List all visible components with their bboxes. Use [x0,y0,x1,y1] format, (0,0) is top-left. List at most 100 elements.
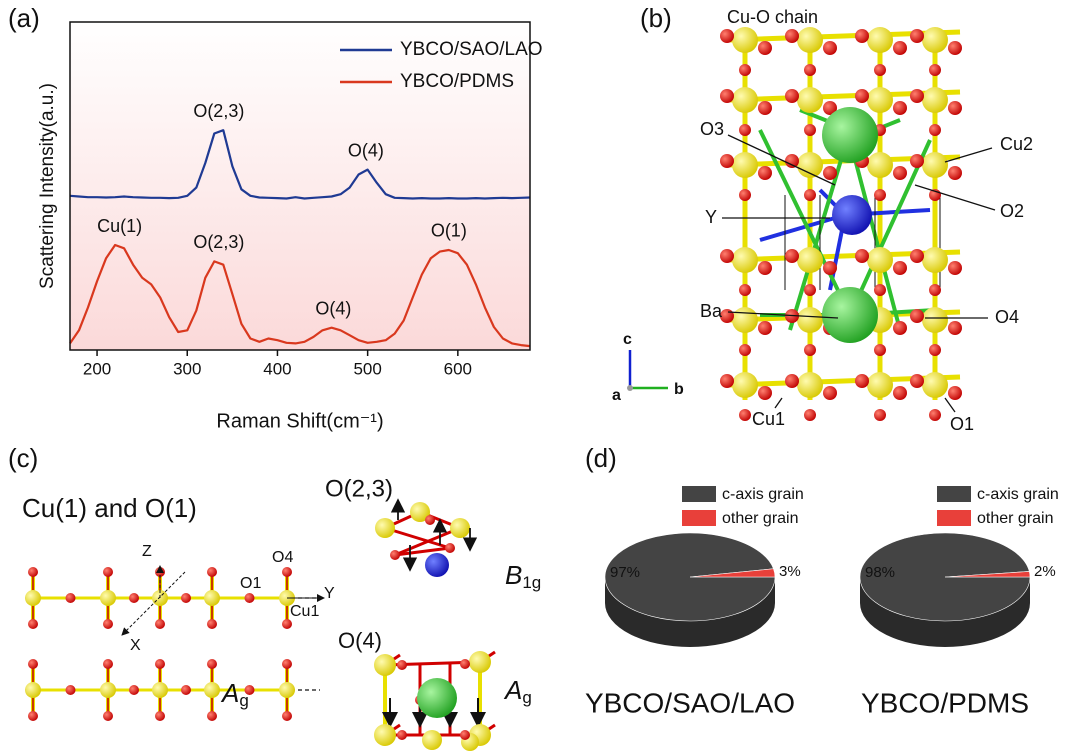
axis-label: c [623,331,632,348]
atom [103,659,113,669]
atom [732,372,758,398]
atom [893,101,907,115]
atom [244,593,255,603]
slice-label: 2% [1034,563,1056,580]
atom-label: Cu1 [752,409,785,429]
atom [425,553,449,577]
atom [874,64,886,76]
atom [867,87,893,113]
legend-swatch [682,486,716,502]
atom [823,101,837,115]
atom [948,261,962,275]
axis-label: b [674,381,684,398]
atom [823,386,837,400]
coord-label: Y [324,585,335,602]
atom [720,309,734,323]
atom [867,27,893,53]
atom [732,152,758,178]
atom [797,27,823,53]
atom [720,249,734,263]
label-leader [727,311,839,319]
label-leader [774,397,783,409]
atom [720,374,734,388]
atom [804,124,816,136]
atom [204,590,220,606]
atom [28,711,38,721]
atom [732,247,758,273]
atom [758,386,772,400]
atom [785,249,799,263]
atom [758,166,772,180]
atom [374,724,396,746]
atom [874,344,886,356]
atom [867,152,893,178]
atom [948,166,962,180]
atom [922,27,948,53]
atom [910,29,924,43]
pie-title: YBCO/PDMS [861,687,1029,718]
x-tick-label: 600 [444,359,472,378]
x-tick-label: 400 [263,359,291,378]
atom [155,711,165,721]
atom [948,101,962,115]
atom [397,660,407,670]
label-leader [914,184,996,211]
panel-label: (c) [8,443,38,473]
atom [103,711,113,721]
atom [739,409,751,421]
peak-annotation: O(2,3) [193,101,244,121]
atom [25,682,41,698]
legend-label: YBCO/PDMS [400,71,514,92]
atom-label: O4 [272,549,293,566]
crystal-structure: Cu-O chain O3 Cu2 Y O2 Ba O4 Cu1 O1 c a b [612,7,1033,434]
pie-side [860,577,1030,647]
x-tick-label: 500 [353,359,381,378]
legend-swatch [682,510,716,526]
atom [204,682,220,698]
atom [797,247,823,273]
atom [797,372,823,398]
atom [282,567,292,577]
atom [874,284,886,296]
atom [450,518,470,538]
atom [65,593,76,603]
label-leader [944,147,993,163]
atom-label: O1 [950,414,974,434]
pie-side [605,577,775,647]
atom [282,619,292,629]
atom [425,515,435,525]
legend-label: other grain [722,510,799,527]
atom-label: O3 [700,119,724,139]
legend-label: other grain [977,510,1054,527]
atom [279,682,295,698]
mode-label: B1g [505,560,541,593]
atom [129,593,139,603]
slice-label: 98% [865,564,895,581]
atom [948,386,962,400]
atom [929,64,941,76]
atom [804,189,816,201]
legend-swatch [937,510,971,526]
atom [732,87,758,113]
atom [100,590,116,606]
atom [390,550,400,560]
atom [445,543,455,553]
peak-annotation: Cu(1) [97,216,142,236]
atom [207,711,217,721]
axis-arrow [121,571,186,636]
atom [732,307,758,333]
atom [893,386,907,400]
atom [910,154,924,168]
atom [758,41,772,55]
coord-label: X [130,637,141,654]
atom-label: O4 [995,307,1019,327]
atom [155,619,165,629]
atom [129,685,139,695]
atom [929,124,941,136]
atom [152,682,168,698]
atom [822,287,878,343]
atom [922,247,948,273]
atom [867,247,893,273]
atom [832,195,872,235]
atom [785,154,799,168]
